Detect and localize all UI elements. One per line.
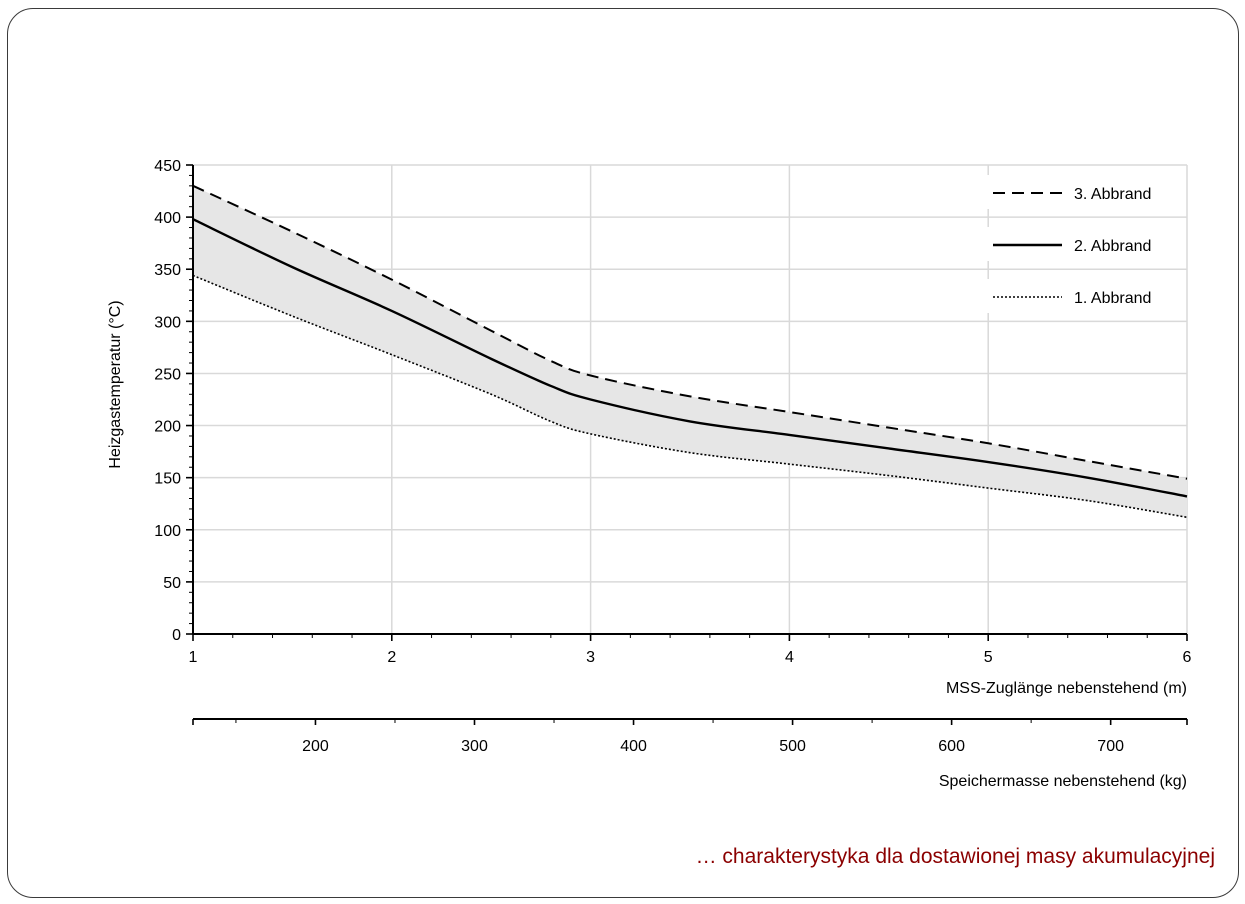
shaded-band — [193, 185, 1187, 518]
series-line-1-abbrand — [192, 274, 1188, 519]
x2-tick-label: 700 — [1097, 738, 1124, 755]
y-tick-label: 300 — [154, 314, 181, 331]
y-tick-label: 50 — [163, 575, 181, 592]
x2-tick-label: 200 — [302, 738, 329, 755]
x-tick-label: 5 — [984, 649, 993, 666]
x-tick-label: 4 — [785, 649, 794, 666]
y-tick-label: 200 — [154, 419, 181, 436]
y-axis-title: Heizgastemperatur (°C) — [107, 300, 124, 468]
x2-tick-label: 500 — [779, 738, 806, 755]
y-tick-label: 150 — [154, 471, 181, 488]
x2-axis-title: Speichermasse nebenstehend (kg) — [939, 773, 1187, 790]
series-line-2-abbrand — [192, 218, 1188, 498]
y-tick-label: 0 — [172, 627, 181, 644]
x-axis-title: MSS-Zuglänge nebenstehend (m) — [946, 680, 1187, 697]
x2-tick-label: 300 — [461, 738, 488, 755]
y-tick-label: 350 — [154, 262, 181, 279]
chart-caption: … charakterystyka dla dostawionej masy a… — [695, 845, 1215, 868]
legend-label: 2. Abbrand — [1074, 238, 1151, 255]
y-tick-label: 450 — [154, 158, 181, 175]
x-tick-label: 1 — [189, 649, 198, 666]
legend-bg — [985, 279, 1181, 313]
x2-tick-label: 600 — [938, 738, 965, 755]
y-tick-label: 100 — [154, 523, 181, 540]
x-tick-label: 6 — [1183, 649, 1192, 666]
y-tick-label: 400 — [154, 210, 181, 227]
x-tick-label: 2 — [387, 649, 396, 666]
y-tick-label: 250 — [154, 366, 181, 383]
legend-label: 3. Abbrand — [1074, 186, 1151, 203]
legend-label: 1. Abbrand — [1074, 290, 1151, 307]
series-line-3-abbrand — [192, 184, 1188, 480]
x2-tick-label: 400 — [620, 738, 647, 755]
x-tick-label: 3 — [586, 649, 595, 666]
